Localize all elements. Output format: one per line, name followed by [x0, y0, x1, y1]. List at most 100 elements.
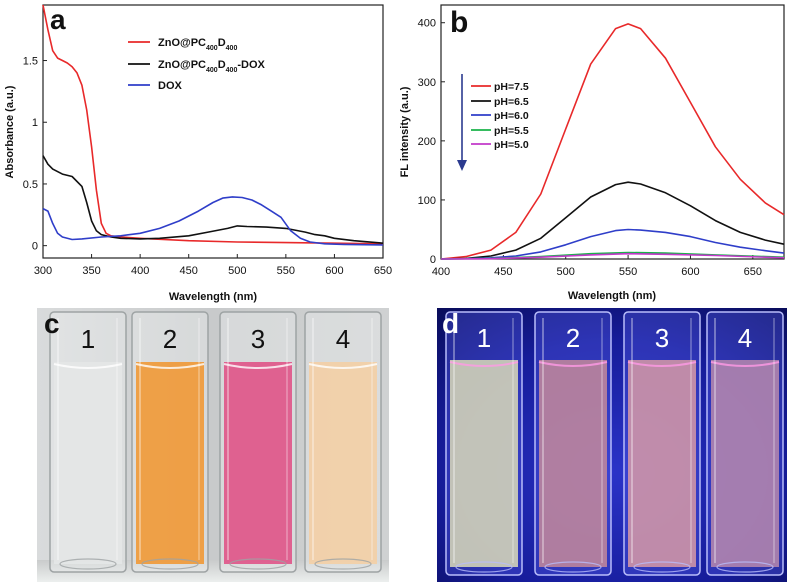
a-xtick-label: 550 [277, 265, 295, 277]
panel-b-label: b [450, 6, 468, 39]
cuvette-d-1: 1 [445, 311, 523, 576]
panel-b-series-lines [440, 23, 785, 260]
legend-a-entry-1: ZnO@PC400D400 [158, 37, 237, 52]
cuvette-number-d-1: 1 [477, 323, 491, 353]
b-series-line-5 [440, 252, 785, 260]
panel-d-uv-photo: 1 2 3 4 d [437, 308, 787, 582]
panel-c-bench [37, 560, 389, 582]
cuvette-liquid [711, 360, 779, 567]
legend-a-entry-3: DOX [158, 80, 183, 92]
cuvette-meniscus [538, 361, 608, 367]
b-xtick-label: 450 [494, 266, 512, 278]
cuvette-base [716, 561, 774, 573]
cuvette-meniscus [53, 363, 123, 369]
panel-a-xlabel: Wavelength (nm) [169, 291, 258, 303]
b-xtick-label: 600 [681, 266, 699, 278]
panel-d-label: d [442, 308, 459, 339]
panel-a-label: a [50, 4, 66, 35]
cuvette-number-c-1: 1 [81, 324, 95, 354]
panel-c-cuvettes: 1 2 3 4 [49, 311, 382, 573]
cuvette-meniscus [135, 363, 205, 369]
cuvette-base [455, 561, 513, 573]
legend-a-entry-part: 400 [206, 45, 218, 52]
panel-b-fluorescence-chart: 400 450 500 550 600 650 0 100 200 300 400 b Wavele… [399, 4, 785, 302]
b-series-line-1 [440, 23, 785, 260]
legend-a-entry-part: 400 [206, 67, 218, 74]
cuvette-number-d-3: 3 [655, 323, 669, 353]
panel-a-series-lines [42, 4, 384, 246]
panel-d-cuvettes: 1 2 3 4 [445, 311, 784, 576]
cuvette-number-c-3: 3 [251, 324, 265, 354]
legend-b-entry-5: pH=5.0 [494, 139, 529, 151]
b-ytick-label: 300 [418, 77, 436, 89]
legend-a-entry-part: ZnO@PC [158, 37, 206, 49]
panel-b-xlabel: Wavelength (nm) [568, 290, 657, 302]
a-xtick-label: 400 [131, 265, 149, 277]
cuvette-meniscus [449, 361, 519, 367]
cuvette-base [59, 558, 117, 570]
legend-a-entry-part: ZnO@PC [158, 59, 206, 71]
cuvette-number-c-4: 4 [336, 324, 350, 354]
cuvette-liquid [539, 360, 607, 567]
b-xtick-label: 500 [557, 266, 575, 278]
b-xtick-label: 550 [619, 266, 637, 278]
panel-b-plot-frame [440, 4, 785, 260]
cuvette-liquid [136, 362, 204, 564]
cuvette-number-c-2: 2 [163, 324, 177, 354]
cuvette-liquid [54, 362, 122, 564]
a-ytick-label: 0.5 [23, 179, 38, 191]
cuvette-c-1: 1 [49, 311, 127, 573]
a-xtick-label: 450 [180, 265, 198, 277]
a-ytick-label: 1 [32, 117, 38, 129]
b-series-line-3 [440, 228, 785, 260]
cuvette-liquid [450, 360, 518, 567]
b-ytick-label: 200 [418, 136, 436, 148]
a-ytick-label: 0 [32, 241, 38, 253]
panel-a-axis-ticks: 300 350 400 450 500 550 600 650 0 0.5 1 1.5 [23, 56, 392, 277]
cuvette-meniscus [308, 363, 378, 369]
b-ytick-label: 400 [418, 18, 436, 30]
b-xtick-label: 400 [432, 266, 450, 278]
b-ytick-label: 0 [430, 254, 436, 266]
panel-a-plot-frame [42, 4, 384, 259]
cuvette-c-2: 2 [131, 311, 209, 573]
legend-a-entry-part: 400 [226, 67, 238, 74]
cuvette-d-2: 2 [534, 311, 612, 576]
panel-b-ylabel: FL intensity (a.u.) [399, 86, 411, 177]
cuvette-d-4: 4 [706, 311, 784, 576]
cuvette-liquid [309, 362, 377, 564]
cuvette-c-4: 4 [304, 311, 382, 573]
a-xtick-label: 350 [82, 265, 100, 277]
legend-b-entry-2: pH=6.5 [494, 96, 529, 108]
cuvette-base [314, 558, 372, 570]
panel-a-absorbance-chart: 300 350 400 450 500 550 600 650 0 0.5 1 1.5 a Wavel… [4, 4, 392, 303]
ph-decrease-arrow [457, 74, 467, 171]
panel-c-daylight-photo: 1 2 3 4 c [37, 308, 389, 582]
a-series-line-1 [42, 4, 384, 245]
a-series-line-2 [42, 155, 384, 244]
panel-a-ylabel: Absorbance (a.u.) [4, 85, 16, 178]
a-series-line-3 [42, 196, 384, 246]
panel-b-axis-ticks: 400 450 500 550 600 650 0 100 200 300 400 [418, 18, 762, 278]
cuvette-meniscus [710, 361, 780, 367]
legend-a-entry-part: 400 [226, 45, 238, 52]
b-series-line-2 [440, 181, 785, 260]
cuvette-meniscus [627, 361, 697, 367]
a-xtick-label: 300 [34, 265, 52, 277]
cuvette-base [229, 558, 287, 570]
cuvette-base [633, 561, 691, 573]
a-xtick-label: 500 [228, 265, 246, 277]
a-ytick-label: 1.5 [23, 56, 38, 68]
legend-a-entry-part: -DOX [237, 59, 265, 71]
cuvette-liquid [628, 360, 696, 567]
legend-a-entry-part: DOX [158, 80, 183, 92]
cuvette-number-d-2: 2 [566, 323, 580, 353]
b-xtick-label: 650 [744, 266, 762, 278]
cuvette-base [141, 558, 199, 570]
legend-b-entry-3: pH=6.0 [494, 110, 529, 122]
legend-a-entry-2: ZnO@PC400D400-DOX [158, 59, 266, 74]
legend-a-entry-part: D [218, 59, 226, 71]
cuvette-d-3: 3 [623, 311, 701, 576]
